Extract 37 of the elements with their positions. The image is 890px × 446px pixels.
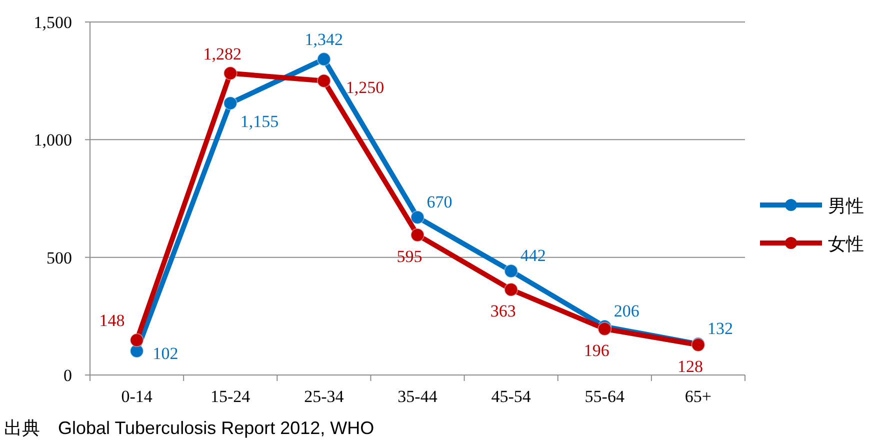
point — [316, 52, 331, 66]
data-label: 363 — [490, 302, 516, 321]
data-label: 670 — [426, 192, 452, 212]
x-tick-label: 45-54 — [491, 387, 532, 406]
point — [504, 282, 518, 297]
x-tick-label: 55-64 — [584, 387, 625, 406]
data-label: 1,342 — [304, 30, 344, 50]
point — [316, 74, 331, 88]
data-label: 132 — [707, 318, 733, 338]
point — [130, 333, 144, 348]
y-tick-label: 500 — [46, 248, 72, 268]
x-tick-label: 0-14 — [121, 387, 153, 406]
x-tick-label: 15-24 — [210, 387, 251, 406]
data-label: 1,155 — [240, 112, 279, 132]
data-label: 148 — [99, 311, 125, 330]
data-label: 1,282 — [203, 44, 242, 64]
x-tick-label: 65+ — [684, 387, 712, 406]
point — [223, 96, 238, 110]
legend-label: 男性 — [828, 196, 864, 216]
x-tick-label: 35-44 — [398, 387, 438, 406]
data-label: 595 — [396, 246, 422, 266]
point — [223, 66, 238, 80]
point — [410, 210, 424, 224]
data-label: 102 — [152, 344, 178, 363]
data-label: 442 — [520, 246, 546, 265]
point — [410, 228, 424, 242]
data-label: 1,250 — [346, 78, 384, 97]
y-tick-label: 1,000 — [34, 130, 72, 150]
data-label: 196 — [584, 340, 610, 360]
legend-label: 女性 — [828, 234, 864, 254]
source-note: 出典 Global Tuberculosis Report 2012, WHO — [4, 418, 374, 438]
y-tick-label: 1,500 — [34, 13, 72, 32]
y-tick-label: 0 — [64, 366, 72, 385]
x-tick-label: 25-34 — [304, 387, 344, 406]
data-label: 206 — [614, 302, 640, 321]
point — [504, 264, 518, 278]
data-label: 128 — [677, 356, 703, 376]
